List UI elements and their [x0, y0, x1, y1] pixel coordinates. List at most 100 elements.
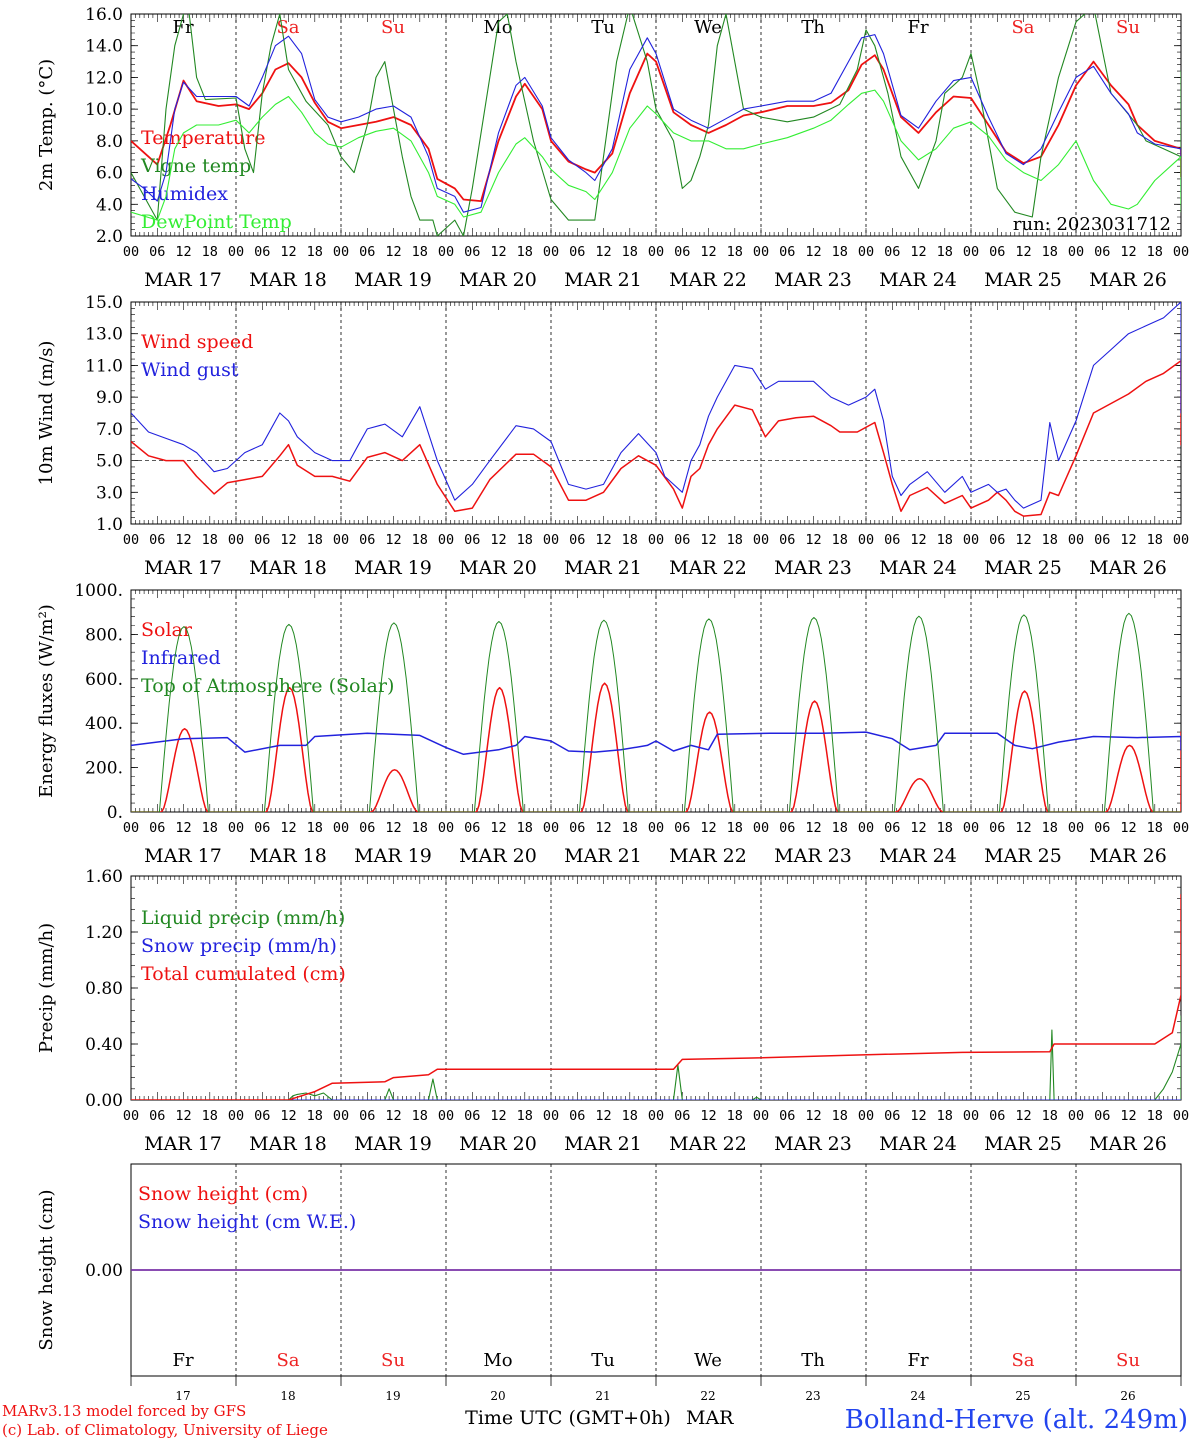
hour-tick-label: 06 [149, 244, 165, 260]
hour-tick-label: 06 [884, 244, 900, 260]
hour-tick-label: 00 [858, 532, 874, 548]
hour-tick-label: 06 [674, 244, 690, 260]
y-tick-label: 800. [85, 625, 123, 645]
hour-tick-label: 00 [1173, 532, 1189, 548]
y-tick-label: 1.0 [96, 515, 123, 535]
panel-2: 1.0 3.0 5.0 7.0 9.0 11.0 13.0 15.0 10m Wind (m/s… [36, 293, 1189, 579]
hour-tick-label: 00 [648, 820, 664, 836]
y-tick-label: 400. [85, 714, 123, 734]
x-axis-ticks [130, 1376, 1182, 1386]
hour-tick-label: 18 [202, 1108, 218, 1124]
y-tick-label: 12.0 [85, 68, 123, 88]
hour-tick-label: 18 [202, 532, 218, 548]
hour-tick-label: 12 [280, 532, 296, 548]
hour-tick-label: 18 [622, 532, 638, 548]
legend-entry: Liquid precip (mm/h) [141, 907, 345, 929]
date-label: MAR 23 [774, 557, 852, 579]
y-axis-title: Snow height (cm) [36, 1189, 57, 1350]
date-label: MAR 23 [774, 269, 852, 291]
panel-4: 0.00 0.40 0.80 1.20 1.60 Precip (mm/h) Liquid … [36, 867, 1189, 1155]
date-label: MAR 26 [1089, 269, 1167, 291]
hour-tick-label: 12 [910, 532, 926, 548]
hour-tick-label: 06 [779, 532, 795, 548]
day-number-label: 23 [805, 1389, 820, 1403]
hour-tick-label: 00 [1068, 1108, 1084, 1124]
day-abbr-label: Sa [1011, 1350, 1034, 1371]
hour-tick-label: 06 [569, 244, 585, 260]
hour-tick-label: 06 [464, 532, 480, 548]
hour-tick-label: 00 [228, 532, 244, 548]
hour-tick-label: 12 [805, 244, 821, 260]
date-label: MAR 22 [669, 269, 747, 291]
date-label: MAR 23 [774, 1133, 852, 1155]
legend-entry: Temperature [141, 127, 265, 149]
day-abbr-label: Th [801, 1350, 825, 1371]
hour-tick-label: 12 [280, 244, 296, 260]
date-label: MAR 20 [459, 269, 537, 291]
hour-tick-label: 18 [307, 820, 323, 836]
y-axis-title: 2m Temp. (°C) [36, 59, 57, 191]
hour-tick-label: 18 [727, 1108, 743, 1124]
hour-tick-label: 06 [359, 532, 375, 548]
series-line [131, 682, 1181, 812]
day-abbr-label: Tu [591, 17, 615, 38]
legend-entry: Humidex [141, 183, 228, 205]
day-number-label: 18 [280, 1389, 295, 1403]
date-label: MAR 20 [459, 557, 537, 579]
hour-tick-label: 06 [989, 820, 1005, 836]
hour-tick-label: 06 [779, 244, 795, 260]
date-label: MAR 17 [144, 557, 222, 579]
day-number-label: 22 [700, 1389, 715, 1403]
date-label: MAR 22 [669, 845, 747, 867]
day-abbr-label: Mo [483, 1350, 512, 1371]
y-axis-title: 10m Wind (m/s) [36, 341, 57, 486]
legend-entry: DewPoint Temp [141, 211, 292, 233]
date-label: MAR 18 [249, 845, 327, 867]
hour-tick-label: 00 [438, 1108, 454, 1124]
hour-tick-label: 00 [543, 820, 559, 836]
hour-tick-label: 18 [517, 1108, 533, 1124]
hour-tick-label: 12 [805, 820, 821, 836]
y-tick-label: 1000. [74, 581, 123, 601]
y-tick-label: 15.0 [85, 293, 123, 313]
model-credit: MARv3.13 model forced by GFS [2, 1402, 246, 1420]
date-label: MAR 17 [144, 269, 222, 291]
date-label: MAR 24 [879, 845, 957, 867]
hour-tick-label: 12 [1015, 1108, 1031, 1124]
hour-tick-label: 00 [858, 1108, 874, 1124]
day-abbr-label: We [694, 1350, 722, 1371]
date-label: MAR 24 [879, 1133, 957, 1155]
panel-1: 2.0 4.0 6.0 8.0 10.0 12.0 14.0 16.0 2m Temp. (°C… [36, 5, 1189, 291]
y-tick-label: 8.0 [96, 132, 123, 152]
hour-tick-label: 06 [884, 1108, 900, 1124]
date-label: MAR 17 [144, 845, 222, 867]
hour-tick-label: 18 [1042, 820, 1058, 836]
y-tick-label: 1.60 [85, 867, 123, 887]
legend-entry: Infrared [141, 647, 221, 669]
hour-tick-label: 12 [1120, 820, 1136, 836]
series-line [131, 52, 1181, 202]
hour-tick-label: 12 [910, 1108, 926, 1124]
hour-tick-label: 00 [438, 532, 454, 548]
date-label: MAR 18 [249, 557, 327, 579]
hour-tick-label: 06 [674, 532, 690, 548]
hour-tick-label: 12 [1120, 1108, 1136, 1124]
y-tick-label: 0.00 [85, 1091, 123, 1111]
hour-tick-label: 18 [937, 244, 953, 260]
hour-tick-label: 00 [963, 244, 979, 260]
hour-tick-label: 06 [989, 244, 1005, 260]
hour-tick-label: 18 [307, 532, 323, 548]
day-number-label: 20 [490, 1389, 505, 1403]
day-number-label: 21 [595, 1389, 610, 1403]
lab-credit: (c) Lab. of Climatology, University of L… [2, 1421, 328, 1439]
y-tick-label: 200. [85, 759, 123, 779]
hour-tick-label: 12 [595, 820, 611, 836]
hour-tick-label: 18 [622, 1108, 638, 1124]
hour-tick-label: 06 [989, 1108, 1005, 1124]
hour-tick-label: 06 [1094, 532, 1110, 548]
date-label: MAR 22 [669, 557, 747, 579]
hour-tick-label: 18 [202, 820, 218, 836]
hour-tick-label: 06 [359, 820, 375, 836]
panel-5: 0.00 Snow height (cm) Snow height (cm) Snow… [36, 1163, 1182, 1403]
